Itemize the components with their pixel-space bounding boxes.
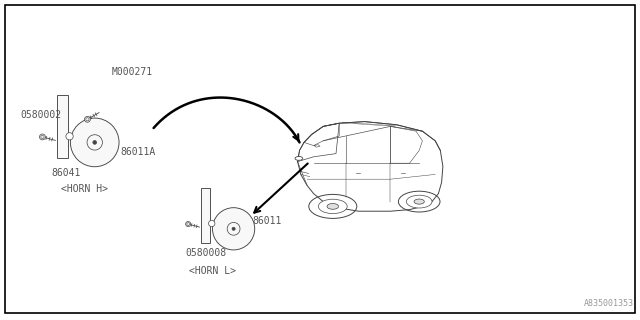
Ellipse shape <box>209 220 215 227</box>
Ellipse shape <box>398 191 440 212</box>
Ellipse shape <box>41 135 44 139</box>
Text: 86011A: 86011A <box>120 147 156 157</box>
Ellipse shape <box>212 208 255 250</box>
Ellipse shape <box>70 118 119 167</box>
Ellipse shape <box>227 222 240 235</box>
Ellipse shape <box>232 227 236 230</box>
Text: 86011: 86011 <box>253 216 282 226</box>
Text: M000271: M000271 <box>112 67 153 77</box>
FancyBboxPatch shape <box>201 188 211 243</box>
Text: 86041: 86041 <box>51 168 81 178</box>
Text: A835001353: A835001353 <box>584 299 634 308</box>
Text: 0580002: 0580002 <box>20 110 61 120</box>
Ellipse shape <box>87 135 102 150</box>
Text: 0580008: 0580008 <box>186 248 227 258</box>
Ellipse shape <box>414 199 424 204</box>
Ellipse shape <box>186 221 191 227</box>
Ellipse shape <box>40 134 45 140</box>
Ellipse shape <box>86 118 89 121</box>
Text: <HORN L>: <HORN L> <box>189 266 236 276</box>
Text: <HORN H>: <HORN H> <box>61 184 108 194</box>
Ellipse shape <box>84 116 90 122</box>
Ellipse shape <box>319 199 347 214</box>
Ellipse shape <box>93 140 97 144</box>
Ellipse shape <box>308 195 357 219</box>
Ellipse shape <box>66 133 73 140</box>
Circle shape <box>295 156 303 160</box>
FancyBboxPatch shape <box>57 95 68 158</box>
Ellipse shape <box>187 223 189 226</box>
Ellipse shape <box>327 204 339 209</box>
Ellipse shape <box>406 195 432 208</box>
